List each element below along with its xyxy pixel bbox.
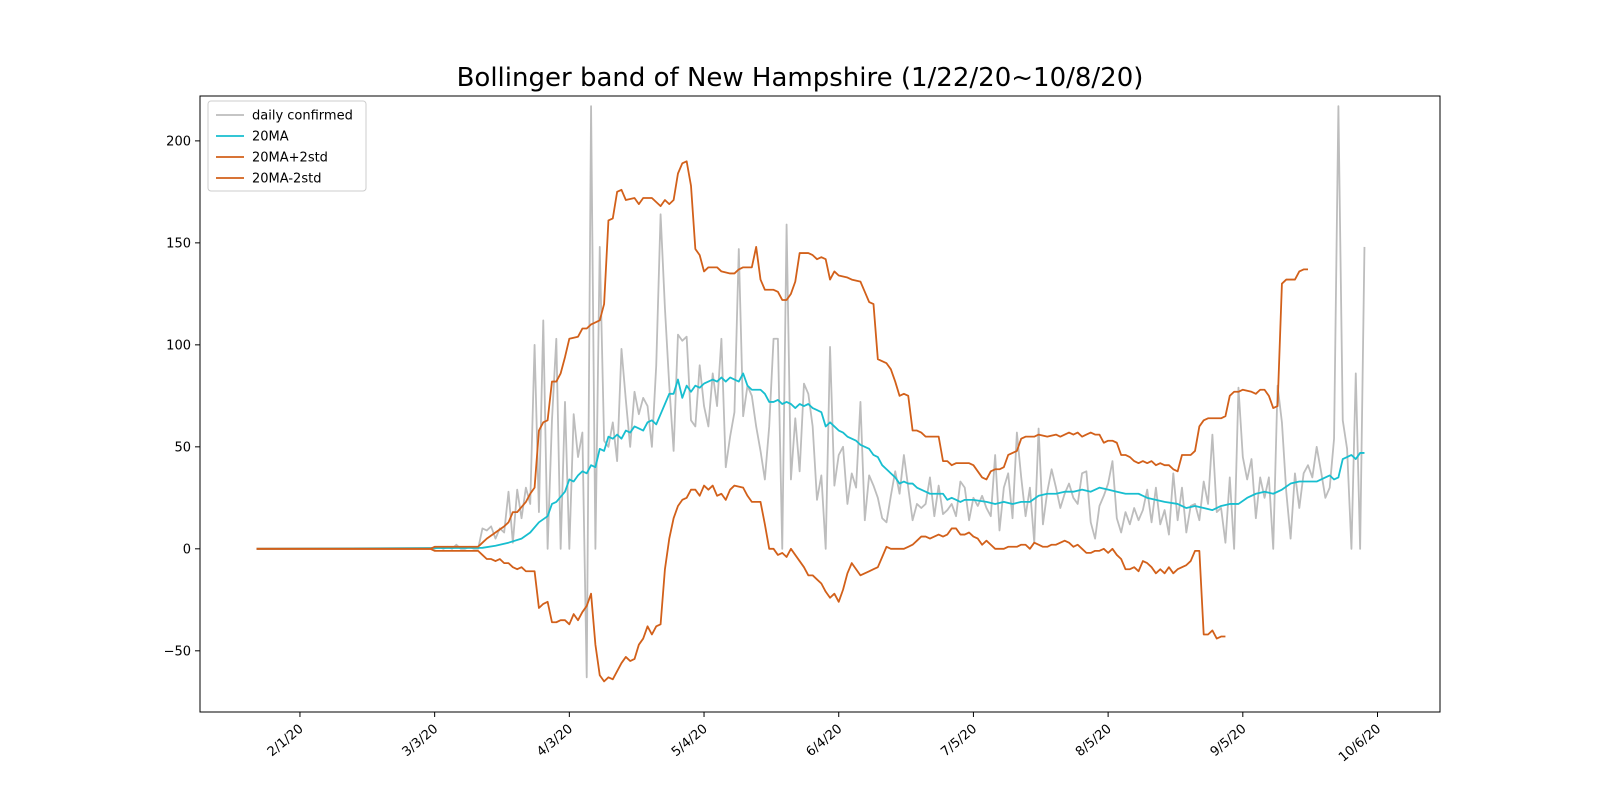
legend: daily confirmed 20MA 20MA+2std 20MA-2std	[207, 100, 367, 192]
series-line-20ma-2std	[256, 484, 1226, 683]
legend-frame	[207, 100, 367, 192]
legend-label: 20MA	[252, 130, 289, 145]
y-tick-label: 50	[174, 440, 191, 455]
chart-title: Bollinger band of New Hampshire (1/22/20…	[457, 63, 1144, 93]
y-tick-label: −50	[164, 644, 191, 659]
y-tick-label: 200	[166, 134, 191, 149]
series-layer	[256, 105, 1366, 683]
plot-frame	[199, 95, 1441, 713]
series-line-20ma	[256, 372, 1365, 550]
legend-label: daily confirmed	[252, 109, 353, 124]
series-line-20ma-2std	[256, 160, 1308, 550]
series-line-daily-confirmed	[256, 105, 1366, 679]
legend-label: 20MA+2std	[252, 151, 328, 166]
legend-label: 20MA-2std	[252, 172, 321, 187]
y-tick-label: 0	[183, 542, 191, 557]
y-axis: −50 0 50 100 150 200	[164, 134, 200, 659]
y-tick-label: 100	[166, 338, 191, 353]
y-tick-label: 150	[166, 236, 191, 251]
